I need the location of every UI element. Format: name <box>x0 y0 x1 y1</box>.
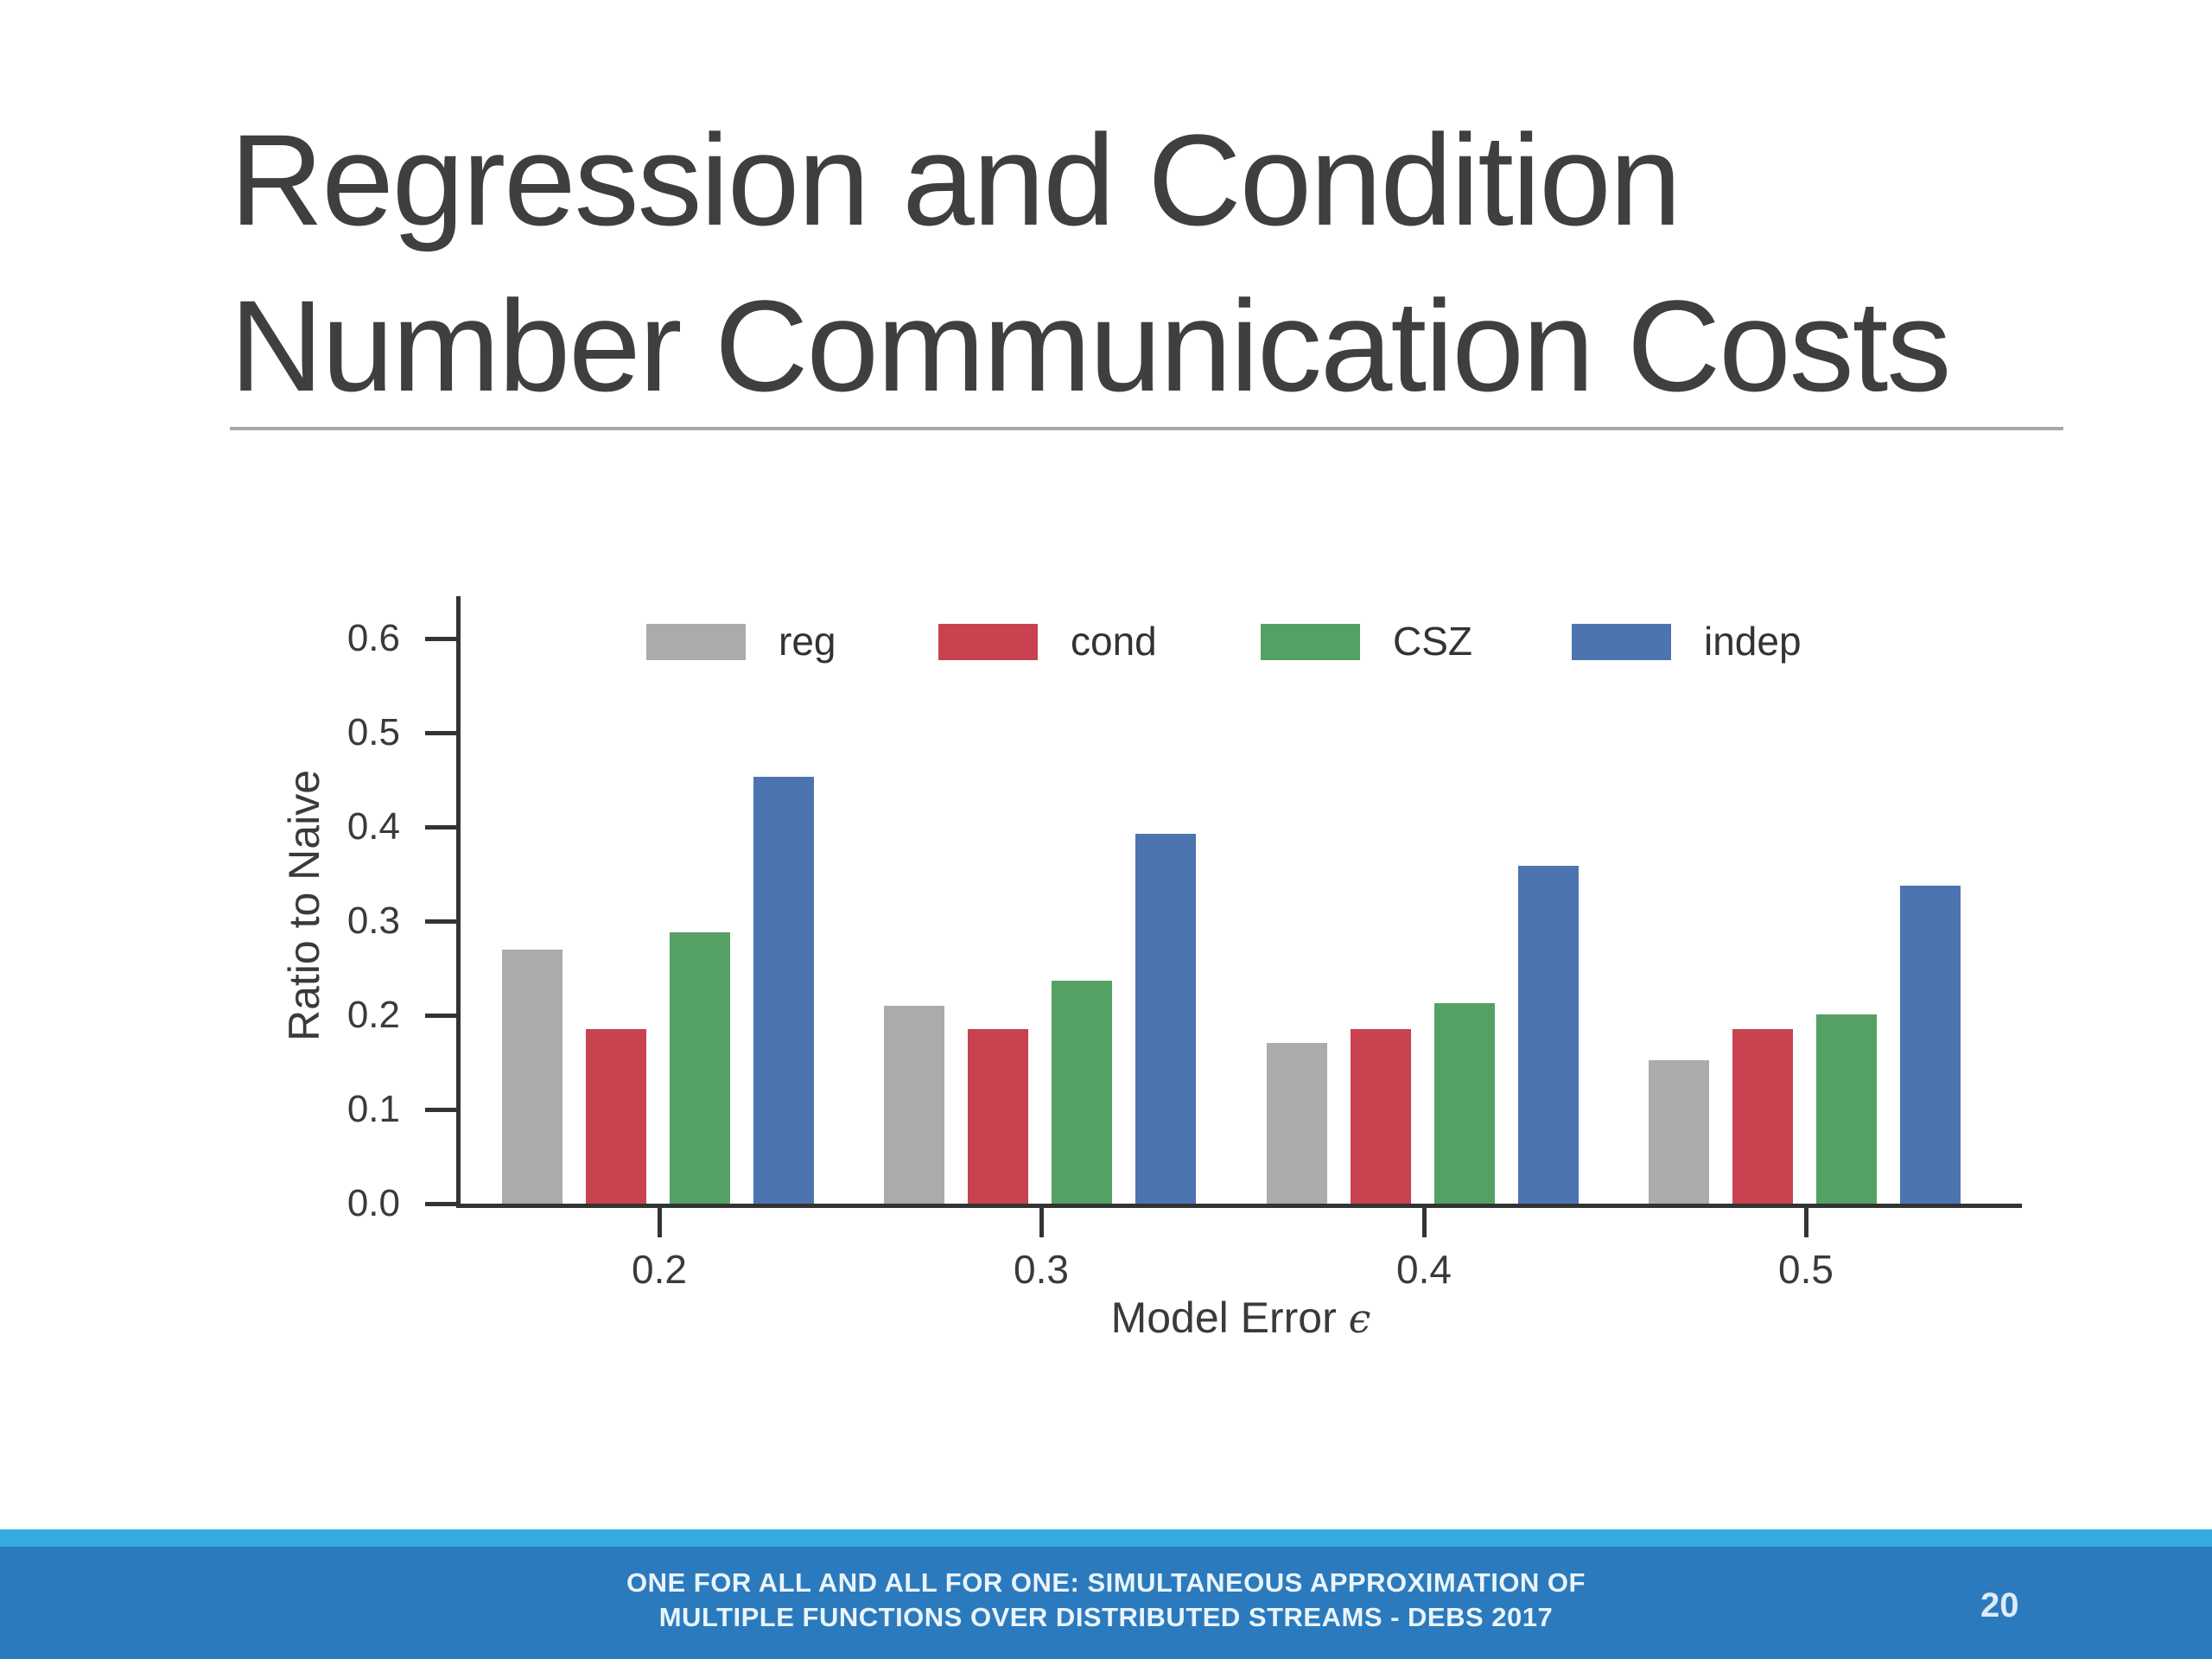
y-axis-line <box>456 596 461 1208</box>
y-tick-label: 0.1 <box>346 1088 400 1130</box>
footer-accent-strip <box>0 1529 2212 1547</box>
slide-title: Regression and Condition Number Communic… <box>230 97 2131 429</box>
slide-title-line1: Regression and Condition <box>230 107 1681 252</box>
legend-swatch-cond <box>938 624 1038 660</box>
bar-cond-0.5 <box>1732 1029 1793 1204</box>
x-tick-label: 0.2 <box>632 1247 687 1292</box>
footer-text-line1: ONE FOR ALL AND ALL FOR ONE: SIMULTANEOU… <box>626 1567 1586 1598</box>
bar-indep-0.4 <box>1518 866 1579 1204</box>
bar-reg-0.2 <box>502 950 563 1204</box>
y-tick-label: 0.6 <box>346 617 400 659</box>
x-tick-label: 0.5 <box>1778 1247 1834 1292</box>
y-tick <box>425 731 456 735</box>
y-tick-label: 0.4 <box>346 805 400 848</box>
bar-indep-0.2 <box>753 777 814 1204</box>
y-tick-label: 0.0 <box>346 1182 400 1224</box>
x-tick-label: 0.3 <box>1014 1247 1069 1292</box>
y-tick-label: 0.2 <box>346 994 400 1036</box>
bar-reg-0.4 <box>1267 1043 1327 1204</box>
bar-cond-0.3 <box>968 1029 1028 1204</box>
bar-CSZ-0.2 <box>670 932 730 1204</box>
x-axis-label-text: Model Error <box>1110 1294 1337 1342</box>
y-tick-label: 0.5 <box>346 711 400 753</box>
legend-label-indep: indep <box>1704 619 1802 664</box>
title-underline-rule <box>230 427 2063 430</box>
y-tick <box>425 637 456 641</box>
x-axis-line <box>456 1204 2022 1208</box>
bar-indep-0.3 <box>1135 834 1196 1204</box>
legend-label-cond: cond <box>1071 619 1157 664</box>
bar-CSZ-0.5 <box>1816 1014 1877 1204</box>
bar-CSZ-0.4 <box>1434 1003 1495 1204</box>
x-tick <box>1804 1208 1808 1237</box>
slide-title-line2: Number Communication Costs <box>230 273 1951 418</box>
footer-text-line2: MULTIPLE FUNCTIONS OVER DISTRIBUTED STRE… <box>658 1602 1554 1632</box>
bar-CSZ-0.3 <box>1052 981 1112 1204</box>
x-tick <box>1422 1208 1427 1237</box>
legend-label-reg: reg <box>779 619 836 664</box>
bar-cond-0.2 <box>586 1029 646 1204</box>
x-tick-label: 0.4 <box>1396 1247 1452 1292</box>
x-tick <box>1039 1208 1044 1237</box>
legend-swatch-indep <box>1572 624 1671 660</box>
page-number: 20 <box>1980 1586 2019 1624</box>
y-tick-label: 0.3 <box>346 899 400 942</box>
legend-label-CSZ: CSZ <box>1393 619 1472 664</box>
bar-indep-0.5 <box>1900 886 1961 1204</box>
y-tick <box>425 825 456 830</box>
footer-text: ONE FOR ALL AND ALL FOR ONE: SIMULTANEOU… <box>0 1566 2212 1635</box>
epsilon-symbol: ϵ <box>1348 1295 1371 1342</box>
y-tick <box>425 919 456 924</box>
bar-reg-0.5 <box>1649 1060 1709 1204</box>
bar-reg-0.3 <box>884 1006 944 1204</box>
y-tick <box>425 1014 456 1018</box>
y-tick <box>425 1108 456 1112</box>
x-tick <box>658 1208 662 1237</box>
legend-swatch-reg <box>646 624 746 660</box>
x-axis-label: Model Error ϵ <box>1111 1293 1371 1343</box>
footer-bar <box>0 1547 2212 1659</box>
legend-swatch-CSZ <box>1261 624 1360 660</box>
bar-cond-0.4 <box>1351 1029 1411 1204</box>
y-tick <box>425 1202 456 1206</box>
